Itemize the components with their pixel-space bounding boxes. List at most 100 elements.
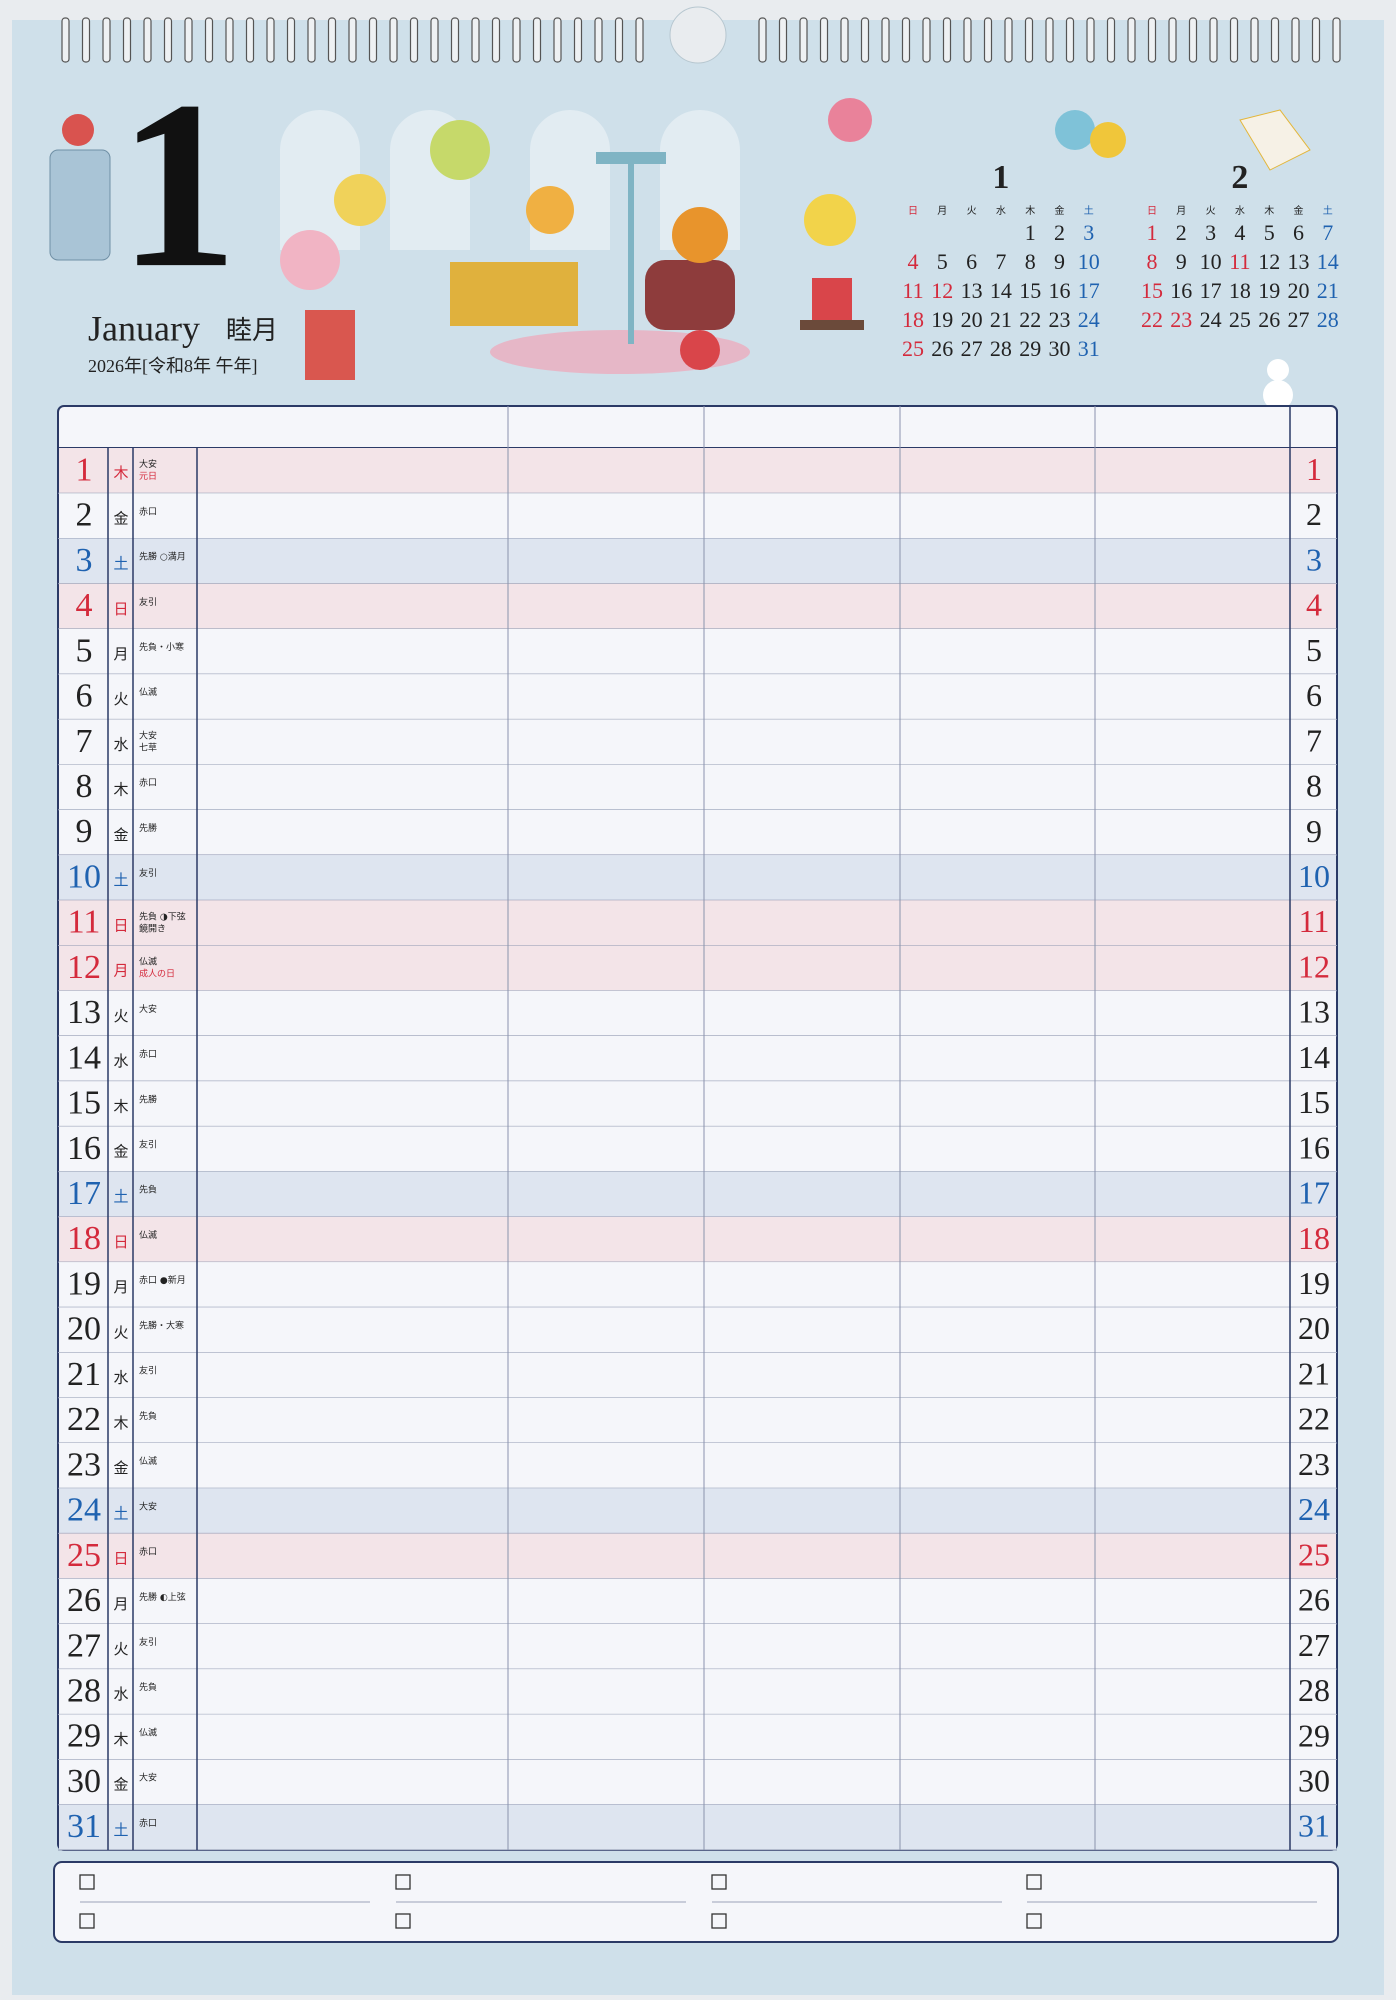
weekday: 火 <box>113 1640 128 1658</box>
mini-weekday: 月 <box>937 205 947 217</box>
day-number: 26 <box>67 1582 101 1619</box>
weekday: 火 <box>113 1007 128 1025</box>
weekday: 水 <box>113 1369 128 1387</box>
ring <box>1209 17 1218 63</box>
mini-weekday: 火 <box>1206 205 1216 217</box>
mini-day: 23 <box>1049 307 1071 332</box>
day-note: 先負 <box>139 1410 157 1422</box>
ring <box>778 17 788 63</box>
mini-day: 9 <box>1176 249 1187 274</box>
day-row <box>59 1262 1336 1308</box>
mini-weekday: 火 <box>967 205 977 217</box>
mini-weekday: 土 <box>1323 204 1333 217</box>
mini-day: 26 <box>931 336 953 361</box>
day-number-right: 11 <box>1299 903 1330 939</box>
day-number-right: 22 <box>1298 1401 1330 1437</box>
ring <box>1250 17 1259 63</box>
illustration <box>49 98 1311 410</box>
ring <box>1086 17 1095 63</box>
ring <box>881 17 890 63</box>
weekday: 土 <box>113 1504 128 1522</box>
weekday: 日 <box>113 600 128 618</box>
day-number: 28 <box>67 1673 101 1710</box>
ring <box>942 17 952 63</box>
day-number-right: 13 <box>1298 994 1330 1030</box>
day-note: 先勝 ◐上弦 <box>139 1591 186 1603</box>
year-line: 2026年[令和8年 午年] <box>88 356 258 376</box>
mini-title: 2 <box>1231 159 1248 196</box>
day-row <box>59 1488 1336 1534</box>
ring <box>409 17 419 63</box>
mini-day: 16 <box>1170 278 1192 303</box>
ring <box>799 17 808 63</box>
day-row <box>59 809 1336 856</box>
day-row <box>59 583 1336 629</box>
day-note: 先勝・大寒 <box>139 1319 184 1331</box>
checkbox <box>711 1913 727 1929</box>
mini-day: 21 <box>990 307 1012 332</box>
ring <box>102 17 111 63</box>
day-number: 13 <box>67 994 101 1031</box>
day-row <box>59 900 1336 946</box>
ring <box>1229 17 1239 63</box>
mini-weekday: 木 <box>1264 205 1274 217</box>
weekday: 木 <box>113 464 128 482</box>
ring <box>245 17 255 63</box>
ring <box>860 17 870 63</box>
day-note: 七草 <box>139 741 157 753</box>
ring <box>922 17 931 63</box>
ring <box>1106 17 1116 63</box>
weekday: 月 <box>113 962 128 980</box>
mini-day: 3 <box>1205 220 1216 245</box>
mini-weekday: 水 <box>1235 205 1245 217</box>
mini-weekday: 水 <box>996 205 1006 217</box>
day-number-right: 24 <box>1298 1491 1330 1527</box>
day-note: 赤口 <box>139 1547 157 1558</box>
day-note: 大安 <box>139 729 157 741</box>
ring <box>1291 17 1300 63</box>
day-number: 11 <box>68 904 101 941</box>
mini-day: 21 <box>1317 278 1339 303</box>
day-number-right: 20 <box>1298 1310 1330 1346</box>
day-number: 31 <box>67 1808 101 1845</box>
day-note: 友引 <box>139 1636 157 1648</box>
day-number-right: 26 <box>1298 1582 1330 1618</box>
weekday: 金 <box>113 1776 128 1794</box>
ring <box>819 17 829 63</box>
ring <box>963 17 972 63</box>
day-row <box>59 1397 1336 1443</box>
day-row <box>59 1216 1336 1263</box>
day-number: 1 <box>76 451 93 488</box>
weekday: 土 <box>113 1188 128 1206</box>
day-number: 12 <box>67 949 101 986</box>
month-name-jp: 睦月 <box>226 316 278 345</box>
mini-day: 4 <box>908 249 919 274</box>
mini-day: 28 <box>990 336 1012 361</box>
ring <box>1004 17 1013 63</box>
checkbox <box>395 1874 411 1890</box>
day-number-right: 5 <box>1306 632 1322 668</box>
day-number-right: 16 <box>1298 1129 1330 1165</box>
mini-day: 5 <box>1264 220 1275 245</box>
day-note: 友引 <box>139 1365 157 1377</box>
day-row <box>59 1804 1336 1850</box>
weekday: 木 <box>113 1730 128 1748</box>
day-row <box>59 1035 1336 1082</box>
day-number: 19 <box>67 1265 101 1302</box>
mini-day: 17 <box>1200 278 1222 303</box>
day-number-right: 31 <box>1298 1808 1330 1844</box>
day-number-right: 10 <box>1298 858 1330 894</box>
day-note: 赤口 <box>139 1818 157 1829</box>
mini-day: 27 <box>1288 307 1310 332</box>
mini-day: 1 <box>1025 220 1036 245</box>
day-number-right: 4 <box>1306 587 1322 623</box>
mini-day: 24 <box>1078 307 1100 332</box>
day-row <box>59 1623 1336 1670</box>
ring <box>81 17 91 63</box>
checkbox <box>1026 1913 1042 1929</box>
mini-day: 27 <box>961 336 983 361</box>
day-number-right: 30 <box>1298 1763 1330 1799</box>
day-number-right: 7 <box>1306 722 1322 758</box>
day-number-right: 15 <box>1298 1084 1330 1120</box>
day-note: 先勝 <box>139 822 157 834</box>
